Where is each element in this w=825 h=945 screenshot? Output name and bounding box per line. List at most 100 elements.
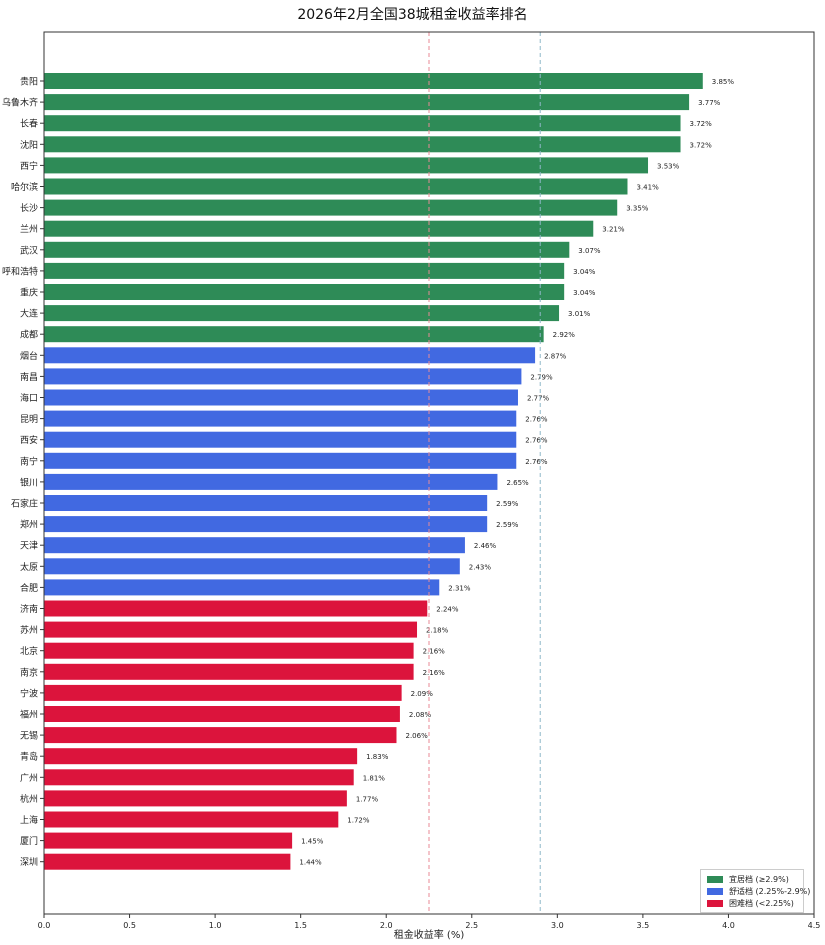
bar-4 [44, 136, 681, 153]
legend-label-tier-1: 宜居档 (≥2.9%) [729, 874, 789, 884]
y-tick-label-2: 乌鲁木齐 [2, 97, 38, 109]
plot-area-frame [43, 31, 815, 915]
bar-30 [44, 684, 402, 701]
x-tick-label-8: 3.5 [637, 921, 650, 930]
value-label-11: 3.04% [573, 289, 596, 297]
y-tick-label-35: 杭州 [20, 793, 38, 805]
y-tick-label-33: 青岛 [20, 751, 38, 763]
x-tick-label-5: 2.0 [380, 921, 393, 930]
x-tick-label-10: 4.5 [808, 921, 821, 930]
value-label-7: 3.35% [626, 205, 649, 213]
bar-33 [44, 748, 358, 765]
bar-34 [44, 769, 354, 786]
value-label-4: 3.72% [690, 141, 713, 149]
value-label-17: 2.76% [525, 416, 548, 424]
y-tick-label-7: 长沙 [20, 202, 38, 214]
value-label-20: 2.65% [506, 479, 529, 487]
legend-item-tier-3: 困难档 (<2.25%) [707, 897, 797, 909]
bar-18 [44, 431, 517, 448]
value-label-2: 3.77% [698, 99, 721, 107]
bar-27 [44, 621, 418, 638]
bar-15 [44, 368, 522, 385]
x-tick-label-1: 0.0 [38, 921, 51, 930]
value-label-32: 2.06% [405, 732, 428, 740]
bar-6 [44, 178, 628, 195]
value-label-36: 1.72% [347, 817, 370, 825]
x-axis-label: 租金收益率 (%) [394, 928, 465, 941]
y-tick-label-38: 深圳 [20, 857, 38, 868]
value-label-25: 2.31% [448, 584, 471, 592]
y-tick-label-20: 银川 [20, 476, 38, 488]
y-tick-label-36: 上海 [20, 814, 38, 826]
x-tick-label-4: 1.5 [294, 921, 307, 930]
value-label-19: 2.76% [525, 458, 548, 466]
bar-7 [44, 199, 618, 216]
legend: 宜居档 (≥2.9%) 舒适档 (2.25%-2.9%) 困难档 (<2.25%… [700, 869, 810, 913]
y-tick-label-23: 天津 [20, 541, 38, 552]
x-tick-label-2: 0.5 [123, 921, 136, 930]
value-label-30: 2.09% [411, 690, 434, 698]
y-tick-label-5: 西宁 [20, 160, 38, 172]
y-tick-label-26: 济南 [20, 603, 38, 615]
value-label-28: 2.16% [423, 648, 446, 656]
bar-21 [44, 495, 488, 511]
value-label-5: 3.53% [657, 162, 680, 170]
value-label-37: 1.45% [301, 838, 324, 846]
y-tick-label-16: 海口 [20, 392, 38, 404]
y-tick-label-8: 兰州 [20, 223, 38, 235]
bar-22 [44, 516, 488, 533]
y-tick-label-4: 沈阳 [20, 139, 38, 151]
y-tick-label-11: 重庆 [20, 287, 38, 299]
value-label-35: 1.77% [356, 795, 379, 803]
legend-item-tier-1: 宜居档 (≥2.9%) [707, 873, 797, 885]
bar-13 [44, 326, 544, 343]
y-tick-label-3: 长春 [20, 118, 38, 130]
y-tick-label-25: 合肥 [20, 582, 38, 594]
y-tick-label-1: 贵阳 [20, 76, 38, 88]
value-label-34: 1.81% [363, 774, 386, 782]
legend-item-tier-2: 舒适档 (2.25%-2.9%) [707, 885, 810, 897]
bar-2 [44, 94, 690, 111]
y-tick-label-6: 哈尔滨 [11, 181, 38, 193]
y-tick-label-21: 石家庄 [11, 498, 38, 510]
y-tick-label-10: 呼和浩特 [2, 265, 38, 277]
bar-3 [44, 115, 681, 132]
value-label-15: 2.79% [530, 373, 553, 381]
x-tick-label-6: 2.5 [465, 921, 478, 930]
legend-label-tier-3: 困难档 (<2.25%) [729, 898, 794, 908]
bar-31 [44, 706, 400, 722]
y-tick-label-19: 南宁 [20, 455, 38, 467]
bar-26 [44, 600, 428, 617]
y-tick-label-29: 南京 [20, 666, 38, 678]
value-label-9: 3.07% [578, 247, 601, 255]
chart-title: 2026年2月全国38城租金收益率排名 [297, 7, 528, 23]
bar-37 [44, 832, 293, 849]
bar-12 [44, 305, 560, 322]
value-label-24: 2.43% [469, 563, 492, 571]
bar-16 [44, 389, 518, 406]
y-tick-label-24: 太原 [20, 561, 38, 573]
value-label-12: 3.01% [568, 310, 591, 318]
bar-24 [44, 558, 460, 575]
bar-28 [44, 642, 414, 659]
value-label-13: 2.92% [553, 331, 576, 339]
bar-36 [44, 811, 339, 828]
y-tick-label-27: 苏州 [20, 624, 38, 636]
value-label-8: 3.21% [602, 226, 625, 234]
value-label-26: 2.24% [436, 606, 459, 614]
y-tick-label-9: 武汉 [20, 244, 38, 256]
bar-17 [44, 410, 517, 427]
y-tick-label-22: 郑州 [20, 519, 38, 531]
y-tick-label-13: 成都 [20, 329, 38, 341]
value-label-10: 3.04% [573, 268, 596, 276]
bar-8 [44, 220, 594, 237]
legend-swatch-tier-2 [707, 887, 723, 895]
y-tick-label-28: 北京 [20, 645, 38, 657]
value-label-6: 3.41% [636, 184, 659, 192]
y-tick-label-34: 广州 [20, 772, 38, 784]
bar-9 [44, 241, 570, 258]
y-tick-label-17: 昆明 [20, 414, 38, 425]
x-tick-label-3: 1.0 [209, 921, 222, 930]
